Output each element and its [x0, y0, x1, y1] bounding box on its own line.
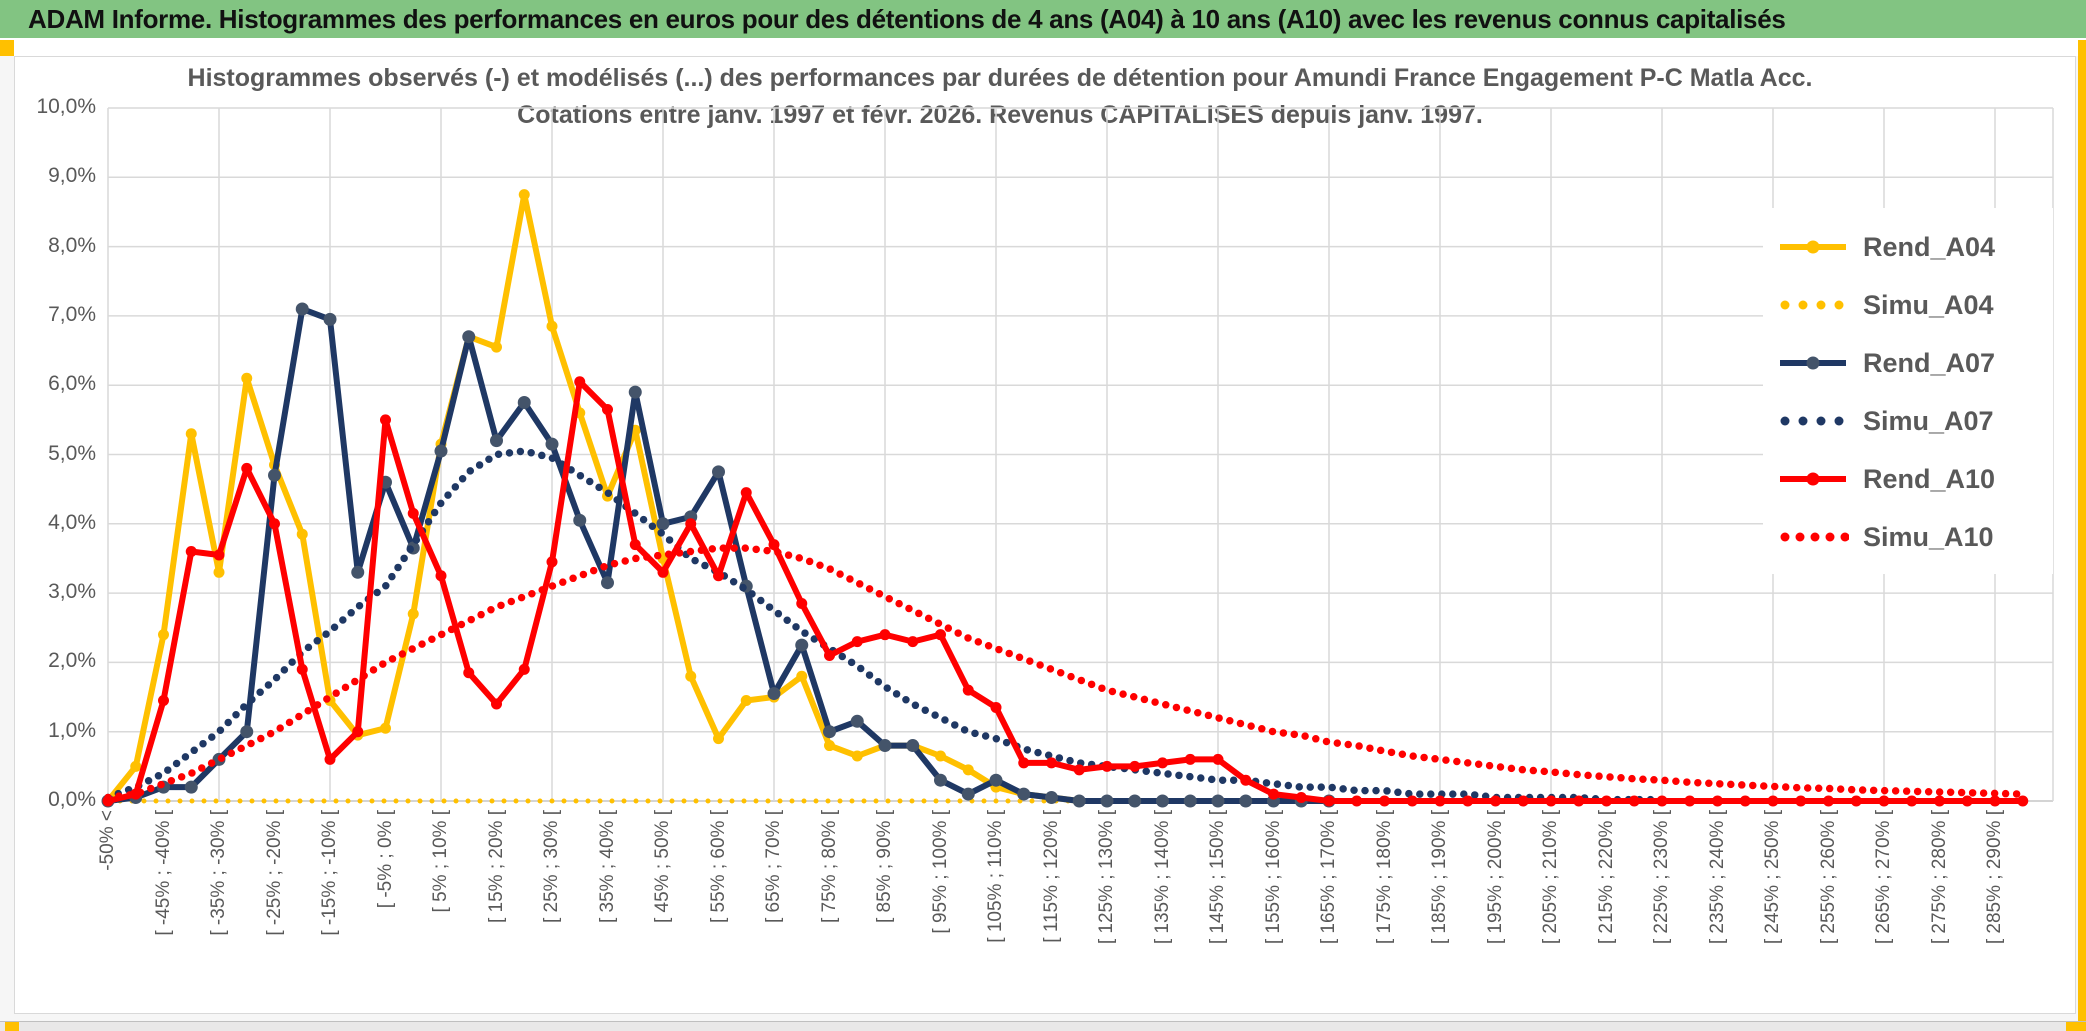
report-title-bar: ADAM Informe. Histogrammes des performan…	[0, 0, 2086, 38]
y-tick-label: 0,0%	[48, 788, 96, 811]
legend-item-simu-a10[interactable]: Simu_A10	[1763, 508, 2053, 566]
x-tick-label: [ 95% ; 100% [	[929, 810, 951, 934]
x-tick-label: [ 185% ; 190% [	[1429, 810, 1450, 945]
legend-swatch-simu-a07-icon	[1780, 416, 1844, 426]
legend-label: Rend_A04	[1863, 231, 1996, 262]
y-tick-label: 3,0%	[48, 580, 96, 604]
y-tick-label: 9,0%	[48, 164, 96, 188]
x-tick-label: [ 115% ; 120% [	[1040, 810, 1062, 943]
report-title: ADAM Informe. Histogrammes des performan…	[28, 3, 1786, 34]
legend: Rend_A04 Simu_A04 Rend_A07 Simu_A07 Rend…	[1763, 208, 2053, 574]
legend-swatch-simu-a10-icon	[1780, 532, 1849, 542]
x-tick-label: [ 75% ; 80% [	[818, 810, 840, 924]
x-tick-label: [ 225% ; 230% [	[1651, 810, 1672, 945]
x-tick-label: [ 105% ; 110% [	[985, 810, 1006, 943]
x-tick-label: [ 25% ; 30% [	[541, 810, 562, 924]
legend-swatch-simu-a04-icon	[1780, 300, 1844, 310]
x-tick-label: [ -45% ; -40% [	[152, 810, 174, 936]
x-tick-label: [ 175% ; 180% [	[1373, 810, 1395, 945]
x-tick-label: [ 85% ; 90% [	[874, 810, 895, 924]
x-tick-label: [ 35% ; 40% [	[596, 810, 618, 924]
x-tick-label: [ 15% ; 20% [	[485, 810, 507, 924]
x-tick-label: [ 215% ; 220% [	[1595, 810, 1617, 945]
x-tick-label: [ -5% ; 0% [	[374, 810, 396, 909]
legend-item-rend-a10[interactable]: Rend_A10	[1763, 450, 2053, 508]
chart-title: Histogrammes observés (-) et modélisés (…	[110, 60, 1890, 134]
x-tick-label: [ 195% ; 200% [	[1484, 810, 1506, 945]
gold-accent-bottom-left	[5, 1022, 19, 1031]
sheet-gap-row	[0, 38, 2086, 56]
x-tick-label: [ -35% ; -30% [	[208, 810, 229, 936]
y-tick-label: 1,0%	[48, 718, 96, 742]
x-tick-label: [ 255% ; 260% [	[1817, 810, 1839, 945]
x-tick-label: [ -15% ; -10% [	[319, 810, 340, 936]
x-tick-label: -50% <	[97, 810, 118, 871]
y-tick-label: 5,0%	[48, 441, 96, 465]
y-tick-label: 2,0%	[48, 649, 96, 673]
x-tick-label: [ 5% ; 10% [	[430, 810, 451, 913]
x-tick-label: [ 135% ; 140% [	[1151, 810, 1173, 945]
legend-label: Rend_A10	[1863, 463, 1996, 494]
y-tick-label: 8,0%	[48, 233, 96, 257]
x-tick-label: [ 145% ; 150% [	[1207, 810, 1228, 945]
gold-accent-bottom-right	[2066, 1022, 2086, 1031]
legend-swatch-rend-a10-icon	[1780, 472, 1846, 486]
gold-column-strip	[2078, 40, 2086, 1031]
y-tick-label: 4,0%	[48, 510, 96, 534]
x-tick-label: [ 155% ; 160% [	[1262, 810, 1284, 945]
y-tick-label: 10,0%	[36, 95, 96, 118]
legend-swatch-rend-a04-icon	[1780, 240, 1846, 254]
gold-accent-left	[0, 40, 14, 56]
legend-label: Rend_A07	[1863, 347, 1996, 378]
x-tick-label: [ 205% ; 210% [	[1540, 810, 1561, 945]
legend-item-simu-a07[interactable]: Simu_A07	[1763, 392, 2053, 450]
y-tick-label: 7,0%	[48, 302, 96, 326]
x-tick-label: [ 65% ; 70% [	[763, 810, 784, 924]
chart-title-line2: Cotations entre janv. 1997 et févr. 2026…	[517, 101, 1483, 129]
legend-label: Simu_A04	[1863, 289, 1994, 320]
x-tick-label: [ 235% ; 240% [	[1706, 810, 1728, 945]
chart-canvas[interactable]	[14, 56, 2076, 1014]
legend-label: Simu_A10	[1863, 521, 1994, 552]
x-tick-label: [ 165% ; 170% [	[1318, 810, 1339, 945]
legend-item-rend-a07[interactable]: Rend_A07	[1763, 334, 2053, 392]
chart-title-line1: Histogrammes observés (-) et modélisés (…	[187, 64, 1813, 92]
legend-label: Simu_A07	[1863, 405, 1994, 436]
x-tick-label: [ -25% ; -20% [	[263, 810, 285, 936]
x-tick-label: [ 55% ; 60% [	[707, 810, 729, 924]
legend-item-rend-a04[interactable]: Rend_A04	[1763, 218, 2053, 276]
y-tick-label: 6,0%	[48, 372, 96, 396]
legend-swatch-rend-a07-icon	[1780, 356, 1846, 370]
sheet-bottom-strip	[0, 1021, 2086, 1031]
x-tick-label: [ 45% ; 50% [	[652, 810, 673, 924]
legend-item-simu-a04[interactable]: Simu_A04	[1763, 276, 2053, 334]
x-tick-label: [ 285% ; 290% [	[1984, 810, 2005, 945]
x-tick-label: [ 265% ; 270% [	[1873, 810, 1894, 945]
x-tick-label: [ 275% ; 280% [	[1928, 810, 1950, 945]
x-tick-label: [ 245% ; 250% [	[1762, 810, 1783, 945]
x-tick-label: [ 125% ; 130% [	[1096, 810, 1117, 945]
